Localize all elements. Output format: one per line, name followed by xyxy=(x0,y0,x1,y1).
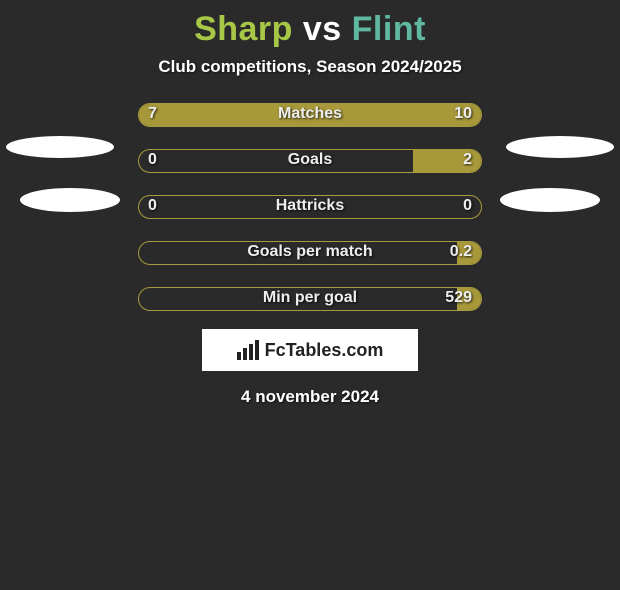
page-title: Sharp vs Flint xyxy=(0,10,620,49)
stat-row: Min per goal529 xyxy=(0,283,620,315)
bar-track xyxy=(138,195,482,219)
logo-text: FcTables.com xyxy=(265,340,384,361)
title-player2: Flint xyxy=(352,10,426,48)
bars-icon xyxy=(237,340,259,360)
date-text: 4 november 2024 xyxy=(0,387,620,407)
value-left: 7 xyxy=(148,105,157,123)
value-right: 10 xyxy=(454,105,472,123)
subtitle: Club competitions, Season 2024/2025 xyxy=(0,57,620,77)
bar-track xyxy=(138,241,482,265)
bar-track xyxy=(138,103,482,127)
decor-ellipse xyxy=(500,188,600,212)
bar-track xyxy=(138,149,482,173)
title-vs: vs xyxy=(303,10,342,48)
value-right: 529 xyxy=(445,289,472,307)
decor-ellipse xyxy=(20,188,120,212)
value-right: 2 xyxy=(463,151,472,169)
value-right: 0 xyxy=(463,197,472,215)
value-left: 0 xyxy=(148,197,157,215)
stat-row: Goals per match0.2 xyxy=(0,237,620,269)
logo-box: FcTables.com xyxy=(202,329,418,371)
bar-track xyxy=(138,287,482,311)
value-left: 0 xyxy=(148,151,157,169)
stat-row: Matches710 xyxy=(0,99,620,131)
title-player1: Sharp xyxy=(194,10,293,48)
value-right: 0.2 xyxy=(450,243,472,261)
decor-ellipse xyxy=(506,136,614,158)
bar-fill-right xyxy=(279,104,481,126)
bar-fill-left xyxy=(139,104,279,126)
decor-ellipse xyxy=(6,136,114,158)
